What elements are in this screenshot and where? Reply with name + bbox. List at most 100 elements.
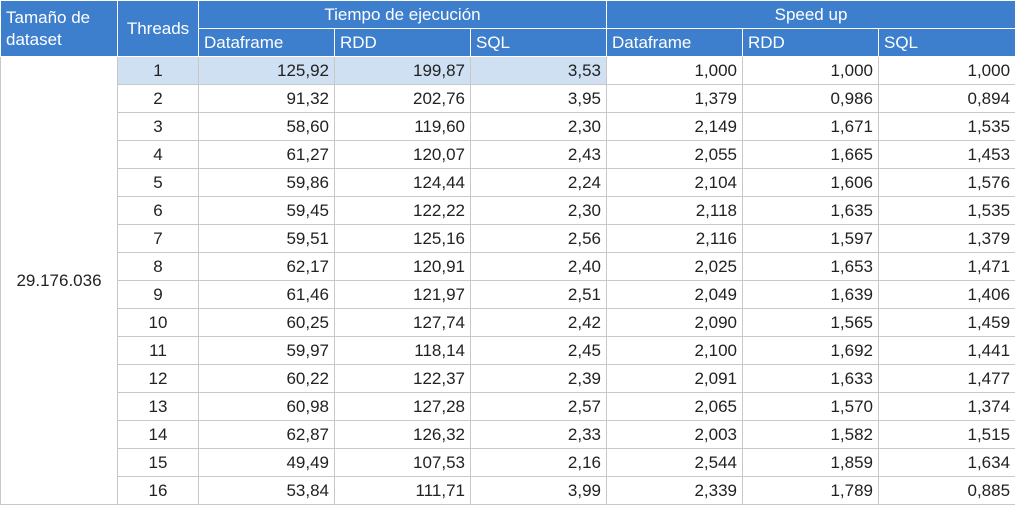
cell-time-sql: 2,42	[470, 308, 607, 337]
cell-speedup-rdd: 1,859	[742, 448, 879, 477]
cell-time-sql: 2,16	[470, 448, 607, 477]
table-row: 10 60,25 127,74 2,42 2,090 1,565 1,459	[1, 308, 1015, 337]
cell-time-dataframe: 60,22	[198, 364, 335, 393]
cell-threads: 13	[117, 392, 199, 421]
cell-speedup-rdd: 1,606	[742, 168, 879, 197]
cell-speedup-dataframe: 1,379	[606, 84, 743, 113]
cell-threads: 10	[117, 308, 199, 337]
cell-speedup-dataframe: 2,003	[606, 420, 743, 449]
cell-speedup-dataframe: 2,025	[606, 252, 743, 281]
header-exec-time: Tiempo de ejecución	[198, 0, 607, 29]
cell-time-sql: 2,33	[470, 420, 607, 449]
cell-time-sql: 2,39	[470, 364, 607, 393]
cell-time-rdd: 127,28	[334, 392, 471, 421]
cell-speedup-rdd: 0,986	[742, 84, 879, 113]
cell-speedup-rdd: 1,665	[742, 140, 879, 169]
cell-threads: 3	[117, 112, 199, 141]
cell-speedup-sql: 1,459	[877, 308, 1015, 337]
cell-time-dataframe: 60,25	[198, 308, 335, 337]
table-row: 3 58,60 119,60 2,30 2,149 1,671 1,535	[1, 112, 1015, 141]
table-row: 9 61,46 121,97 2,51 2,049 1,639 1,406	[1, 280, 1015, 309]
cell-speedup-sql: 1,515	[877, 420, 1015, 449]
cell-threads: 1	[117, 56, 199, 85]
cell-speedup-dataframe: 2,090	[606, 308, 743, 337]
table-body: 29.176.036 1 125,92 199,87 3,53 1,000 1,000 1,0…	[0, 56, 1015, 505]
table-row: 5 59,86 124,44 2,24 2,104 1,606 1,576	[1, 168, 1015, 197]
cell-time-rdd: 111,71	[334, 476, 471, 505]
table-row: 7 59,51 125,16 2,56 2,116 1,597 1,379	[1, 224, 1015, 253]
cell-time-dataframe: 62,17	[198, 252, 335, 281]
cell-time-dataframe: 62,87	[198, 420, 335, 449]
cell-speedup-rdd: 1,565	[742, 308, 879, 337]
subheader-speedup-sql: SQL	[877, 28, 1015, 57]
cell-threads: 12	[117, 364, 199, 393]
cell-time-rdd: 199,87	[334, 56, 471, 85]
cell-speedup-dataframe: 2,091	[606, 364, 743, 393]
cell-time-dataframe: 125,92	[198, 56, 335, 85]
cell-threads: 4	[117, 140, 199, 169]
cell-speedup-rdd: 1,635	[742, 196, 879, 225]
cell-threads: 14	[117, 420, 199, 449]
table-row: 11 59,97 118,14 2,45 2,100 1,692 1,441	[1, 336, 1015, 365]
cell-time-sql: 2,57	[470, 392, 607, 421]
table-row: 8 62,17 120,91 2,40 2,025 1,653 1,471	[1, 252, 1015, 281]
cell-speedup-rdd: 1,633	[742, 364, 879, 393]
cell-speedup-dataframe: 2,118	[606, 196, 743, 225]
cell-speedup-sql: 1,535	[877, 112, 1015, 141]
cell-time-rdd: 119,60	[334, 112, 471, 141]
cell-threads: 9	[117, 280, 199, 309]
cell-speedup-dataframe: 2,116	[606, 224, 743, 253]
cell-time-rdd: 126,32	[334, 420, 471, 449]
cell-speedup-rdd: 1,789	[742, 476, 879, 505]
cell-threads: 5	[117, 168, 199, 197]
cell-time-sql: 2,43	[470, 140, 607, 169]
subheader-time-rdd: RDD	[334, 28, 471, 57]
cell-threads: 15	[117, 448, 199, 477]
cell-threads: 11	[117, 336, 199, 365]
table-row: 16 53,84 111,71 3,99 2,339 1,789 0,885	[1, 476, 1015, 505]
cell-speedup-dataframe: 2,339	[606, 476, 743, 505]
header-speedup: Speed up	[605, 0, 1015, 29]
cell-speedup-sql: 1,471	[877, 252, 1015, 281]
cell-speedup-sql: 1,441	[877, 336, 1015, 365]
subheader-time-dataframe: Dataframe	[198, 28, 335, 57]
cell-speedup-sql: 0,885	[877, 476, 1015, 505]
table-row: 6 59,45 122,22 2,30 2,118 1,635 1,535	[1, 196, 1015, 225]
cell-speedup-sql: 1,406	[877, 280, 1015, 309]
cell-speedup-sql: 1,576	[877, 168, 1015, 197]
cell-speedup-rdd: 1,639	[742, 280, 879, 309]
cell-time-dataframe: 61,27	[198, 140, 335, 169]
cell-time-rdd: 120,91	[334, 252, 471, 281]
table-row: 29.176.036 1 125,92 199,87 3,53 1,000 1,000 1,0…	[0, 56, 1015, 505]
cell-time-sql: 2,51	[470, 280, 607, 309]
cell-threads: 6	[117, 196, 199, 225]
cell-speedup-dataframe: 2,055	[606, 140, 743, 169]
cell-speedup-sql: 0,894	[877, 84, 1015, 113]
cell-speedup-rdd: 1,653	[742, 252, 879, 281]
cell-dataset-size: 29.176.036	[0, 56, 118, 505]
table-row: 12 60,22 122,37 2,39 2,091 1,633 1,477	[1, 364, 1015, 393]
cell-threads: 2	[117, 84, 199, 113]
cell-speedup-dataframe: 2,049	[606, 280, 743, 309]
cell-speedup-dataframe: 2,149	[606, 112, 743, 141]
cell-time-dataframe: 60,98	[198, 392, 335, 421]
cell-time-dataframe: 59,86	[198, 168, 335, 197]
cell-time-sql: 2,30	[470, 112, 607, 141]
cell-time-rdd: 120,07	[334, 140, 471, 169]
table-row: 15 49,49 107,53 2,16 2,544 1,859 1,634	[1, 448, 1015, 477]
subheader-speedup-dataframe: Dataframe	[606, 28, 743, 57]
cell-time-sql: 3,53	[470, 56, 607, 85]
cell-time-sql: 2,56	[470, 224, 607, 253]
table-row: 14 62,87 126,32 2,33 2,003 1,582 1,515	[1, 420, 1015, 449]
cell-time-sql: 3,99	[470, 476, 607, 505]
cell-time-dataframe: 59,97	[198, 336, 335, 365]
cell-time-sql: 2,24	[470, 168, 607, 197]
cell-speedup-rdd: 1,671	[742, 112, 879, 141]
cell-speedup-dataframe: 2,104	[606, 168, 743, 197]
cell-speedup-rdd: 1,597	[742, 224, 879, 253]
header-dataset-size: Tamaño de dataset	[0, 0, 118, 57]
cell-time-rdd: 202,76	[334, 84, 471, 113]
cell-speedup-sql: 1,477	[877, 364, 1015, 393]
cell-speedup-dataframe: 2,100	[606, 336, 743, 365]
cell-speedup-sql: 1,374	[877, 392, 1015, 421]
